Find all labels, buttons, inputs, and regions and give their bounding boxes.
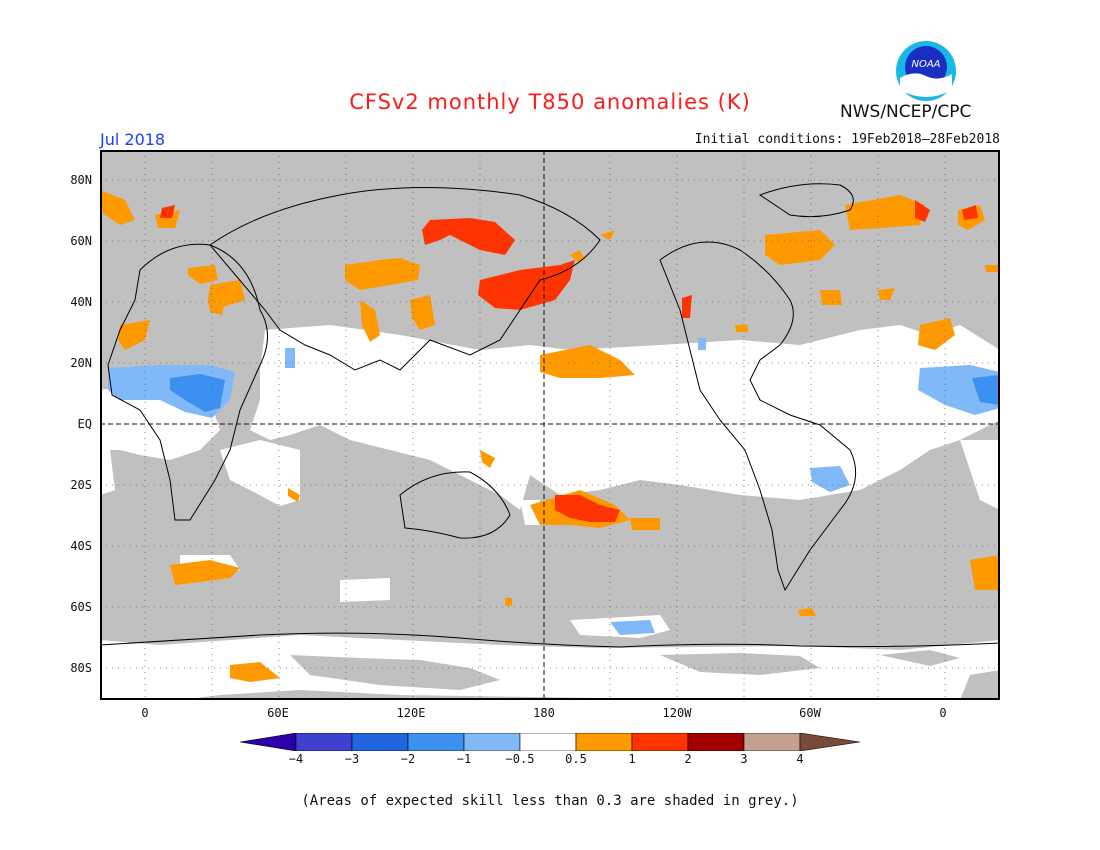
colorbar-low-arrow [240, 733, 297, 751]
colorbar-segment [463, 733, 521, 751]
lat-label: 80S [70, 661, 92, 675]
colorbar-segment [631, 733, 689, 751]
lon-label: 180 [533, 706, 555, 720]
skill-note: (Areas of expected skill less than 0.3 a… [301, 793, 799, 809]
lon-label: 0 [939, 706, 947, 720]
colorbar-tick: −1 [456, 752, 472, 766]
lat-lon-gridlines [100, 150, 1000, 700]
colorbar-tick: −2 [400, 752, 416, 766]
colorbar-segment [687, 733, 745, 751]
month-label: Jul 2018 [100, 130, 166, 149]
colorbar-segment [575, 733, 633, 751]
chart-title: CFSv2 monthly T850 anomalies (K) [349, 90, 751, 114]
lat-label: 40N [70, 295, 92, 309]
lat-label: 60S [70, 600, 92, 614]
lat-label: 80N [70, 173, 92, 187]
lon-label: 120E [396, 706, 426, 720]
logo-text: NOAA [911, 59, 940, 70]
noaa-logo-icon: NOAA [896, 41, 956, 101]
coastlines [100, 183, 1000, 648]
skill-white-areas [100, 325, 1000, 700]
colorbar-segment [743, 733, 801, 751]
map-frame [100, 150, 1000, 700]
colorbar-tick: 1 [628, 752, 636, 766]
colorbar-tick: −3 [344, 752, 360, 766]
colorbar-tick: 3 [740, 752, 748, 766]
colorbar-segment [407, 733, 465, 751]
colorbar-segment [351, 733, 409, 751]
lon-label: 60W [799, 706, 821, 720]
colorbar [240, 733, 860, 751]
colorbar-tick: −0.5 [505, 752, 535, 766]
colorbar-tick: 2 [684, 752, 692, 766]
lon-label: 120W [662, 706, 692, 720]
colorbar-tick: 0.5 [565, 752, 587, 766]
colorbar-tick: 4 [796, 752, 804, 766]
strong-warm-anomalies [160, 200, 978, 522]
lat-label: 20S [70, 478, 92, 492]
lat-label: EQ [77, 417, 92, 431]
lon-label: 0 [141, 706, 149, 720]
lat-label: 60N [70, 234, 92, 248]
colorbar-high-arrow [799, 733, 860, 751]
anomaly-map [100, 150, 1000, 700]
skill-grey-patches [290, 650, 960, 690]
lat-label: 20N [70, 356, 92, 370]
reference-lines [100, 150, 1000, 700]
colorbar-tick: −4 [288, 752, 304, 766]
lon-label: 60E [267, 706, 289, 720]
lat-label: 40S [70, 539, 92, 553]
strong-cool-anomalies [170, 374, 1000, 412]
colorbar-segment [519, 733, 577, 751]
initial-conditions: Initial conditions: 19Feb2018–28Feb2018 [694, 132, 1000, 147]
colorbar-segment [295, 733, 353, 751]
agency-label: NWS/NCEP/CPC [840, 102, 972, 122]
